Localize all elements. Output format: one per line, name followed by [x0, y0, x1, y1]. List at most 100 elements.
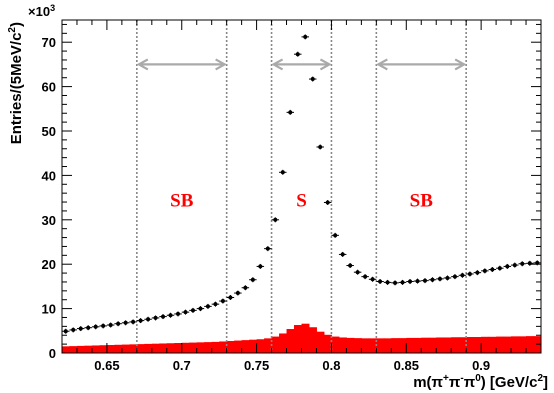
data-point [473, 270, 482, 276]
data-point [331, 232, 339, 238]
plot-area: SB S SB [62, 20, 542, 353]
point-marker [400, 280, 405, 285]
histogram-bar [526, 336, 535, 353]
histogram-bar [488, 336, 497, 353]
y-axis-title-part: 2 [7, 27, 18, 33]
x-tick-label: 0.65 [94, 358, 119, 373]
histogram-bar [91, 345, 100, 353]
histogram-bar [241, 340, 250, 353]
histogram-bar [76, 345, 85, 353]
point-marker [363, 274, 368, 279]
histogram-bar [106, 345, 115, 353]
point-marker [520, 261, 525, 266]
data-point [219, 298, 227, 304]
histogram-bar [271, 336, 280, 353]
point-marker [93, 324, 98, 329]
histogram-bar [144, 343, 153, 353]
point-marker [190, 308, 195, 313]
point-marker [243, 285, 248, 290]
data-point [279, 169, 287, 175]
point-marker [213, 302, 218, 307]
histogram-bar [331, 336, 340, 353]
point-marker [340, 252, 345, 257]
histogram-bar [383, 338, 392, 353]
histogram-bar [518, 336, 527, 353]
y-axis-title-part: Entries/(5MeV/c [8, 33, 25, 145]
histogram-bar [121, 344, 130, 353]
data-point [241, 285, 250, 291]
histogram-bar [458, 337, 467, 353]
point-marker [295, 52, 300, 57]
data-point [436, 276, 444, 282]
data-point [488, 267, 497, 273]
point-marker [355, 270, 360, 275]
multiplier-base: ×10 [28, 4, 50, 19]
x-tick-label: 0.75 [244, 358, 269, 373]
point-marker [437, 276, 442, 281]
histogram-bar [159, 343, 168, 353]
histogram-bar [406, 337, 415, 353]
point-marker [310, 77, 315, 82]
point-marker [445, 275, 450, 280]
data-point [166, 312, 175, 318]
point-marker [280, 170, 285, 175]
histogram-bar [398, 338, 407, 353]
point-marker [393, 280, 398, 285]
y-tick-label: 40 [42, 168, 56, 183]
data-point [106, 322, 115, 328]
point-marker [303, 34, 308, 39]
point-marker [475, 270, 480, 275]
point-marker [146, 317, 151, 322]
data-point [398, 279, 407, 285]
y-tick-label: 70 [42, 35, 56, 50]
histogram-bar [181, 342, 190, 353]
histogram-bar [114, 344, 123, 353]
y-tick-label: 50 [42, 124, 56, 139]
data-point [323, 199, 332, 205]
arrow-head-left [136, 58, 149, 71]
data-point [391, 280, 399, 286]
arrow-head-right [215, 58, 227, 71]
data-point [99, 323, 107, 329]
multiplier-exponent: 3 [50, 3, 55, 13]
data-point [151, 315, 160, 321]
data-point [159, 314, 167, 320]
x-axis-title-part: m(π [413, 374, 443, 391]
data-point [376, 279, 384, 285]
histogram-bar [69, 346, 78, 353]
data-point [196, 306, 205, 312]
x-axis-title-part: ] [543, 374, 548, 391]
data-point [181, 309, 190, 315]
histogram-bar [129, 344, 138, 353]
point-marker [430, 277, 435, 282]
data-point [428, 277, 437, 283]
data-point [368, 276, 377, 282]
point-marker [265, 246, 270, 251]
arrow-head-left [271, 58, 284, 71]
point-marker [168, 313, 173, 318]
histogram-bar [316, 331, 325, 353]
point-marker [71, 327, 76, 332]
point-marker [108, 323, 113, 328]
data-point [174, 311, 182, 317]
arrow-head-right [319, 58, 332, 71]
data-point [256, 263, 265, 269]
histogram-bar [151, 343, 160, 353]
data-point [226, 295, 235, 300]
point-marker [460, 273, 465, 278]
data-point [526, 260, 534, 266]
data-point [301, 34, 309, 40]
point-marker [228, 295, 233, 300]
point-marker [378, 279, 383, 284]
data-point [353, 269, 362, 275]
point-marker [63, 329, 68, 334]
data-point [144, 316, 152, 322]
histogram-bar [376, 338, 385, 353]
point-marker [452, 274, 457, 279]
point-marker [123, 320, 128, 325]
data-point [421, 278, 429, 284]
data-point [136, 318, 145, 324]
data-point [211, 301, 220, 307]
point-marker [318, 144, 323, 149]
x-tick-label: 0.8 [322, 358, 340, 373]
